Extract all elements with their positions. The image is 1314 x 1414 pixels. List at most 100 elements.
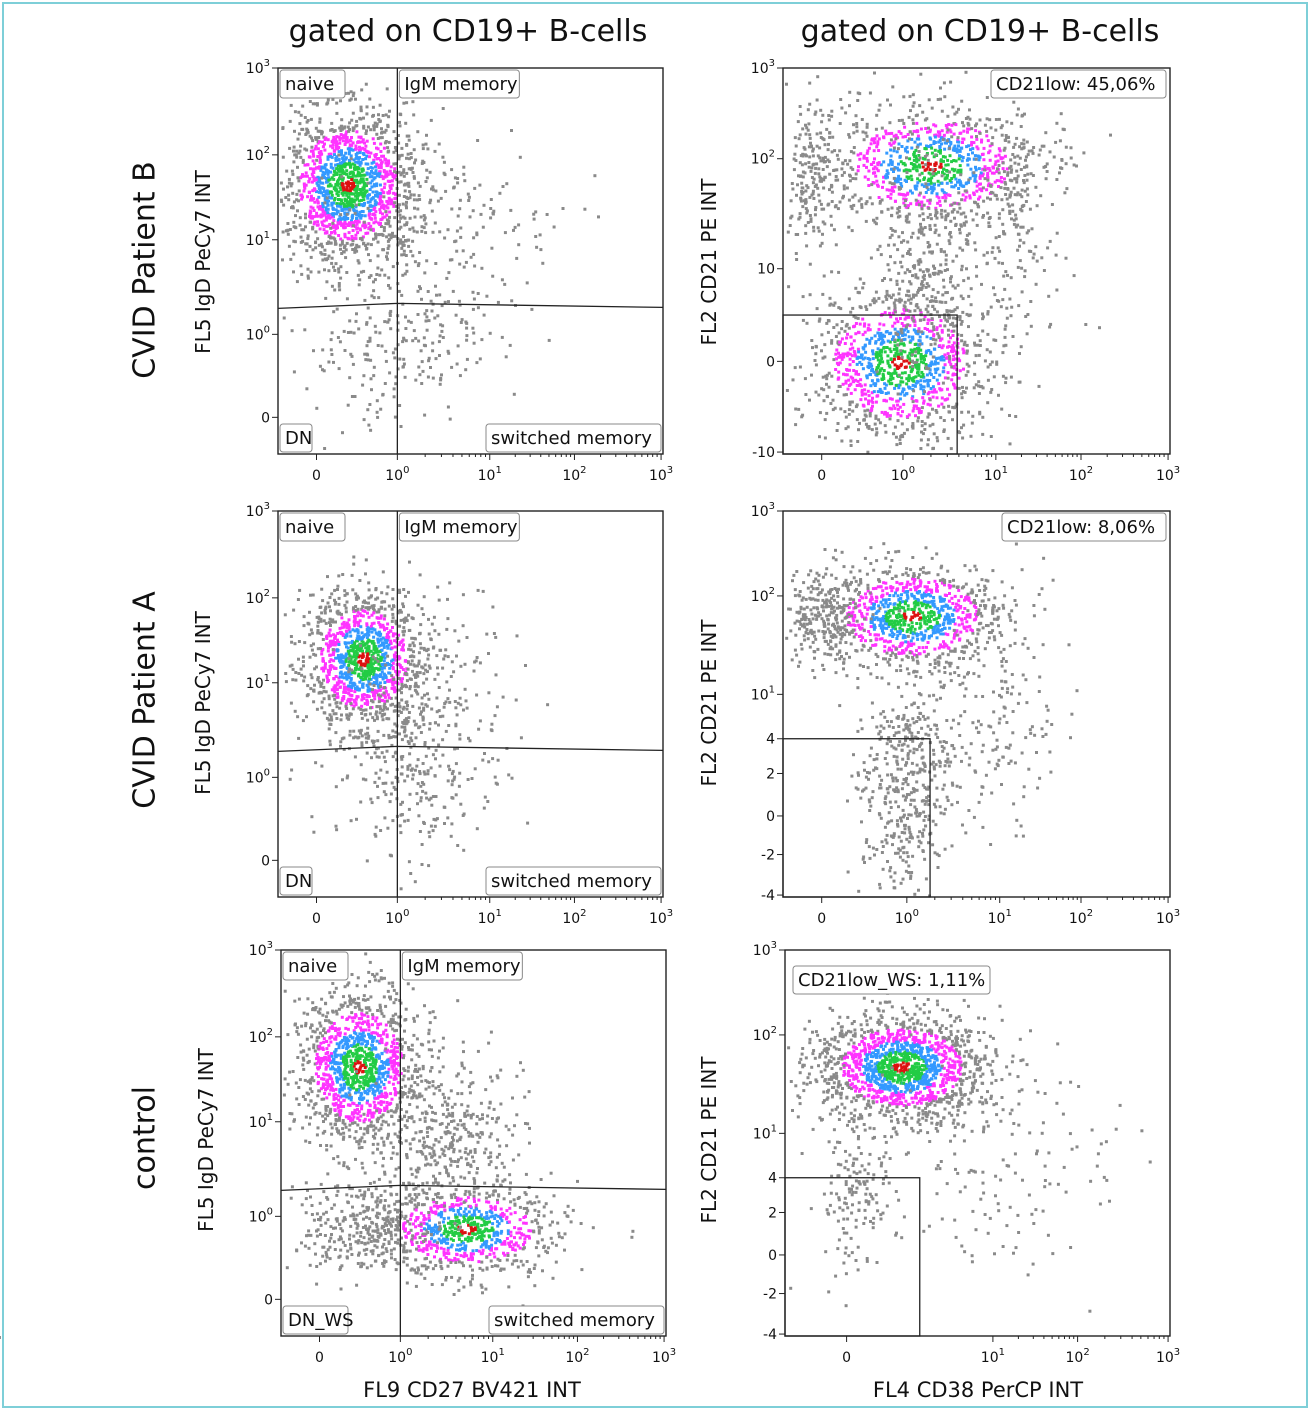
data-point <box>870 202 874 206</box>
data-point <box>985 129 989 133</box>
data-point <box>991 165 995 169</box>
data-point <box>946 212 950 216</box>
data-point <box>828 172 832 176</box>
data-point <box>912 293 916 297</box>
data-point <box>980 189 984 193</box>
data-point <box>405 263 409 267</box>
data-point <box>925 185 929 189</box>
data-point <box>347 231 351 235</box>
data-point <box>970 143 973 147</box>
data-point <box>989 305 993 309</box>
data-point <box>889 103 892 107</box>
data-point <box>896 392 900 396</box>
data-point <box>930 329 934 333</box>
data-point <box>854 372 858 376</box>
data-point <box>896 367 900 370</box>
data-point <box>914 275 918 279</box>
data-point <box>917 230 921 234</box>
data-point <box>366 206 370 210</box>
data-point <box>361 177 365 181</box>
data-point <box>346 403 350 407</box>
data-point <box>349 182 353 185</box>
data-point <box>376 137 380 140</box>
data-point <box>381 175 385 179</box>
tick-label: 101 <box>984 465 1008 484</box>
data-point <box>433 221 437 225</box>
data-point <box>946 214 950 218</box>
data-point <box>844 324 848 328</box>
data-point <box>988 169 992 173</box>
data-point <box>797 407 801 411</box>
data-point <box>846 162 850 166</box>
data-point <box>952 175 956 179</box>
data-point <box>361 188 364 192</box>
data-point <box>1058 171 1061 175</box>
data-point <box>923 428 927 431</box>
data-point <box>304 225 307 229</box>
data-point <box>393 216 397 220</box>
data-point <box>1012 222 1016 226</box>
tick-label: 103 <box>649 465 673 484</box>
data-point <box>314 230 318 234</box>
data-point <box>899 349 903 353</box>
data-point <box>893 327 897 331</box>
data-point <box>955 110 959 114</box>
data-point <box>287 177 291 181</box>
data-point <box>385 174 389 178</box>
data-point <box>946 397 950 401</box>
data-point <box>331 166 335 170</box>
data-point <box>419 215 423 219</box>
data-point <box>354 194 358 198</box>
data-point <box>473 660 477 664</box>
data-point <box>812 229 816 233</box>
data-point <box>942 419 946 422</box>
data-point <box>861 286 865 290</box>
data-point <box>381 393 385 397</box>
data-point <box>788 224 792 227</box>
data-point <box>860 356 864 360</box>
data-point <box>407 319 411 323</box>
data-point <box>918 258 922 262</box>
data-point <box>318 364 322 368</box>
data-point <box>793 136 797 140</box>
data-point <box>844 393 848 397</box>
data-point <box>322 224 326 228</box>
data-point <box>408 190 412 194</box>
data-point <box>952 329 956 333</box>
data-point <box>320 245 324 249</box>
data-point <box>910 316 914 320</box>
data-point <box>416 181 420 185</box>
data-point <box>398 124 402 128</box>
data-point <box>922 277 926 281</box>
data-point <box>805 209 809 213</box>
data-point <box>908 94 912 98</box>
data-point <box>380 174 384 178</box>
data-point <box>366 640 370 644</box>
data-point <box>890 397 894 401</box>
data-point <box>1011 153 1015 156</box>
data-point <box>388 311 392 315</box>
column-title-right: gated on CD19+ B-cells <box>800 14 1160 49</box>
data-point <box>897 357 901 360</box>
data-point <box>944 318 948 322</box>
data-point <box>937 183 941 187</box>
data-point <box>808 214 812 217</box>
data-point <box>295 149 299 153</box>
data-point <box>934 360 937 364</box>
data-point <box>358 151 362 155</box>
data-point <box>949 275 953 279</box>
data-point <box>911 93 915 97</box>
data-point <box>829 402 833 405</box>
data-point <box>471 307 475 311</box>
data-point <box>391 634 395 638</box>
data-point <box>945 181 949 185</box>
data-point <box>995 170 999 174</box>
data-point <box>973 241 977 245</box>
data-point <box>1000 407 1004 411</box>
data-point <box>930 151 934 155</box>
data-point <box>785 82 788 86</box>
data-point <box>880 341 884 345</box>
data-point <box>944 291 948 295</box>
data-point <box>289 103 293 107</box>
data-point <box>492 209 496 213</box>
